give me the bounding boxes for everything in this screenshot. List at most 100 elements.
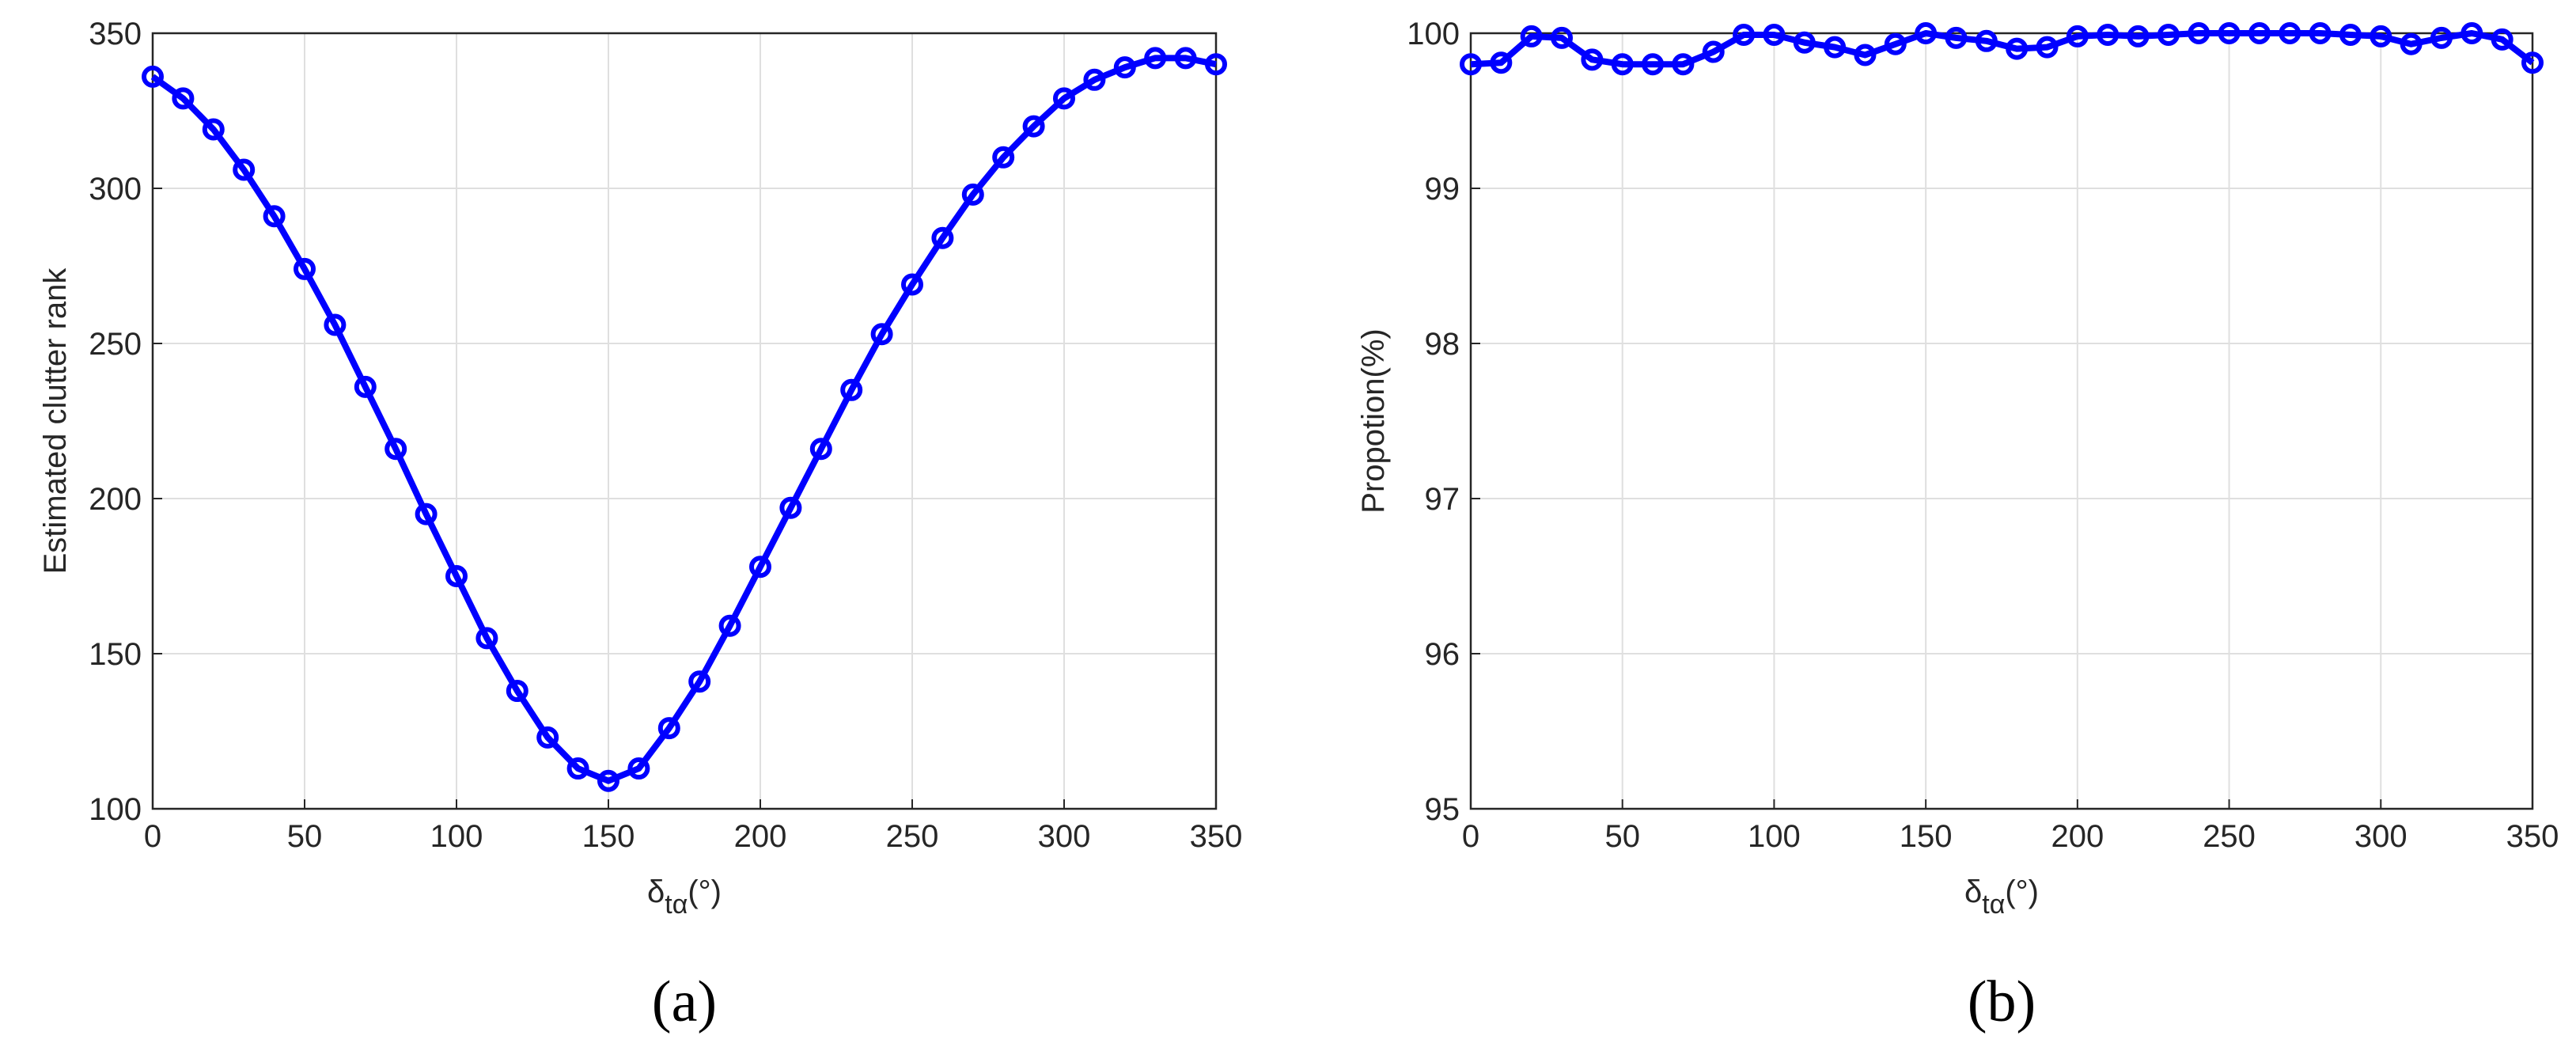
data-point [749, 556, 771, 579]
data-point [2066, 25, 2089, 47]
data-point [385, 438, 407, 461]
data-point [566, 757, 589, 780]
data-point [2339, 23, 2362, 46]
data-point [536, 726, 559, 749]
data-point [2248, 22, 2271, 44]
data-point [688, 670, 711, 693]
data-point [415, 503, 438, 525]
data-point [1520, 25, 1543, 47]
data-point [1854, 44, 1877, 66]
y-tick-label: 350 [89, 17, 142, 51]
data-point [1174, 47, 1197, 70]
data-point [1793, 31, 1816, 54]
data-point [657, 717, 680, 740]
data-point [1884, 32, 1907, 55]
series-line [1470, 30, 2535, 68]
data-point [809, 438, 832, 461]
x-label-sub: tα [1982, 890, 2005, 920]
y-axis-label: Estimated clutter rank [38, 267, 73, 575]
y-axis-label: Propotion(%) [1356, 328, 1391, 513]
plot-frame [151, 32, 1218, 810]
x-tick-label: 300 [2354, 819, 2407, 854]
y-tick-label: 97 [1425, 482, 1460, 517]
data-point [202, 118, 225, 141]
data-point [1945, 26, 1968, 49]
series-line [150, 55, 1217, 784]
data-point [2279, 22, 2301, 44]
y-tick-label: 250 [89, 327, 142, 362]
data-point [2006, 37, 2029, 60]
data-point [2097, 23, 2120, 46]
data-point [1733, 23, 1756, 46]
data-point [1551, 26, 1574, 49]
x-tick-label: 350 [2506, 819, 2559, 854]
data-point [506, 680, 528, 703]
y-tick-label: 100 [1407, 17, 1460, 51]
data-point [1672, 53, 1695, 76]
x-tick-label: 100 [430, 819, 483, 854]
data-point [1763, 23, 1786, 46]
data-point [840, 378, 863, 401]
y-tick-label: 150 [89, 637, 142, 672]
x-tick-label: 50 [287, 819, 323, 854]
x-label-sub: tα [665, 890, 688, 920]
x-tick-label: 150 [1900, 819, 1953, 854]
data-point [475, 627, 498, 650]
caption: (a) [652, 969, 717, 1034]
data-point [2370, 25, 2392, 47]
x-label-unit: (°) [2005, 874, 2039, 909]
data-point [1915, 22, 1938, 44]
data-point [2521, 51, 2544, 74]
data-point [1642, 53, 1665, 76]
data-point [2036, 36, 2059, 59]
data-point [992, 146, 1015, 169]
data-point [142, 65, 164, 88]
data-point [354, 375, 377, 398]
x-tick-label: 250 [886, 819, 939, 854]
x-label-unit: (°) [688, 874, 722, 909]
data-point [1581, 48, 1604, 71]
data-point [1702, 40, 1725, 63]
data-point [1113, 56, 1136, 79]
x-tick-label: 350 [1190, 819, 1243, 854]
x-tick-label: 0 [144, 819, 161, 854]
data-point [961, 183, 984, 206]
data-point [931, 226, 954, 249]
data-point [779, 496, 802, 519]
data-point [1824, 36, 1847, 59]
data-point [172, 87, 195, 110]
x-tick-label: 50 [1604, 819, 1640, 854]
data-point [597, 769, 619, 792]
x-tick-label: 100 [1748, 819, 1801, 854]
data-point [2430, 26, 2453, 49]
data-point [1053, 87, 1075, 110]
data-point [718, 614, 741, 637]
data-point [2400, 32, 2423, 55]
data-point [233, 158, 256, 181]
data-point [870, 323, 893, 346]
data-point [2460, 22, 2483, 44]
y-tick-label: 98 [1425, 327, 1460, 362]
data-point [294, 257, 316, 280]
x-tick-label: 200 [734, 819, 787, 854]
caption: (b) [1968, 969, 2036, 1034]
x-tick-label: 250 [2203, 819, 2256, 854]
x-label-main: δ [647, 874, 665, 909]
data-point [2218, 22, 2241, 44]
x-axis-label: δtα(°) [1964, 874, 2039, 920]
x-tick-label: 150 [582, 819, 635, 854]
data-point [1460, 53, 1482, 76]
data-point [1083, 68, 1106, 91]
data-point [263, 205, 286, 228]
y-tick-label: 100 [89, 792, 142, 827]
y-tick-label: 200 [89, 482, 142, 517]
data-point [1490, 51, 1513, 74]
data-point [2188, 22, 2210, 44]
data-point [2157, 23, 2180, 46]
data-point [627, 757, 650, 780]
y-tick-label: 99 [1425, 172, 1460, 207]
data-point [1144, 47, 1167, 70]
data-point [324, 313, 347, 336]
plot-frame [1469, 32, 2534, 810]
